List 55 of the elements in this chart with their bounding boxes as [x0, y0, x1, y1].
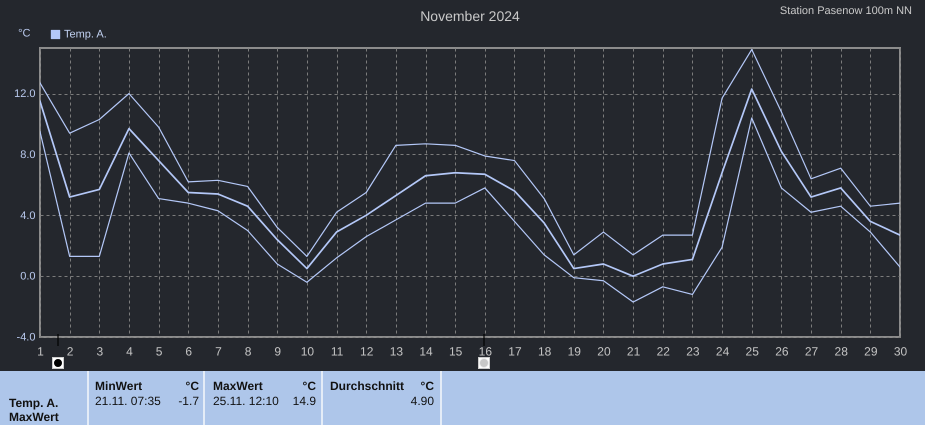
x-tick-label: 29 — [864, 344, 878, 358]
x-tick-label: 25 — [746, 344, 760, 358]
text: -1.7 — [178, 394, 199, 408]
text: 14.9 — [292, 394, 316, 408]
line-series — [40, 117, 900, 303]
x-tick-label: 23 — [686, 344, 700, 358]
text: 21.11. 07:35 — [95, 394, 161, 408]
x-tick-label: 4 — [126, 344, 134, 358]
text: Durchschnitt — [330, 379, 404, 393]
x-tick-label: 27 — [804, 344, 819, 358]
x-tick-label: 8 — [244, 344, 252, 358]
x-tick-label: 15 — [448, 344, 463, 358]
text: °C — [302, 379, 316, 393]
text: Temp. A. — [9, 396, 58, 410]
text: MaxWert — [213, 379, 263, 393]
text: °C — [420, 379, 434, 393]
x-tick-label: 28 — [834, 344, 848, 358]
chart-title: November 2024 — [420, 8, 520, 24]
x-tick-label: 11 — [330, 344, 344, 358]
y-tick-label: 8.0 — [20, 148, 36, 161]
x-tick-label: 16 — [478, 344, 492, 358]
x-tick-label: 7 — [215, 344, 222, 358]
x-tick-label: 2 — [66, 344, 74, 358]
x-tick-label: 30 — [894, 344, 908, 358]
line-series — [40, 48, 900, 257]
text: Station Pasenow 100m NN — [780, 5, 912, 17]
x-tick-label: 12 — [360, 344, 374, 358]
x-tick-label: 10 — [300, 344, 314, 358]
text: °C — [186, 379, 199, 393]
y-tick-label: 4.0 — [20, 210, 36, 222]
text: 25.11. 12:10 — [213, 394, 279, 408]
x-tick-label: 24 — [716, 344, 730, 358]
x-tick-label: 14 — [419, 344, 434, 358]
y-tick-label: -4.0 — [16, 332, 36, 344]
x-tick-label: 21 — [626, 344, 641, 358]
text: MaxWert — [9, 410, 59, 424]
y-axis-title: °C — [18, 28, 31, 40]
x-tick-label: 5 — [156, 344, 163, 358]
x-tick-label: 13 — [390, 344, 404, 358]
text: MinWert — [95, 379, 142, 393]
x-tick-label: 17 — [508, 344, 522, 358]
x-tick-label: 26 — [775, 344, 789, 358]
x-tick-label: 6 — [185, 344, 192, 358]
y-tick-label: 0.0 — [20, 270, 36, 283]
text: 4.90 — [410, 394, 434, 408]
x-tick-label: 3 — [96, 344, 104, 358]
x-tick-label: 18 — [538, 344, 552, 358]
x-tick-label: 19 — [568, 344, 582, 358]
legend-label: Temp. A. — [64, 28, 107, 40]
x-tick-label: 1 — [37, 344, 44, 358]
x-tick-label: 22 — [656, 344, 670, 358]
x-tick-label: 20 — [597, 344, 611, 358]
line-series — [40, 88, 900, 278]
y-tick-label: 12.0 — [14, 88, 36, 100]
x-tick-label: 9 — [274, 344, 282, 358]
